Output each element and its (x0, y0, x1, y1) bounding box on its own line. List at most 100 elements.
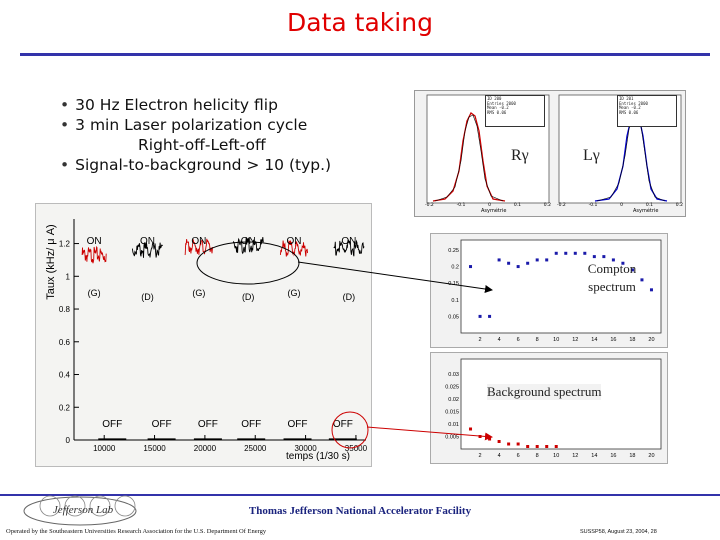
x-tick-label: 16 (610, 453, 616, 459)
jlab-logo-graphic (23, 495, 137, 526)
right-stats-box: ID 201 Entries 2000 Mean -0.2 RMS 0.06 (617, 95, 677, 127)
data-point (507, 261, 511, 265)
y-tick-label: 0.03 (448, 372, 459, 378)
x-tick-label: 8 (536, 453, 539, 459)
jlab-logo: Jefferson Lab (20, 494, 140, 528)
off-label: OFF (102, 419, 122, 430)
y-tick-label: 0.02 (448, 397, 459, 403)
left-hist-ticks: -0.2 -0.1 0 0.1 0.2 (425, 203, 551, 208)
bullet-list: • 30 Hz Electron helicity flip • 3 min Las… (60, 95, 380, 175)
compton-label: Compton spectrum (587, 261, 637, 294)
footer-divider (0, 494, 720, 496)
plot-frame (460, 239, 662, 334)
rate-segment (184, 238, 214, 256)
y-tick-label: 0 (66, 436, 71, 445)
x-tick-label: 18 (629, 337, 635, 343)
data-point (497, 440, 501, 443)
background-panel: 2 4 6 8 10 12 14 16 18 20 0.005 0.01 0.015 0.02 0.025 0… (430, 352, 668, 464)
data-point (478, 314, 482, 318)
highlight-ellipse (196, 241, 300, 285)
off-label: OFF (333, 419, 353, 430)
x-tick-label: 20 (648, 453, 654, 459)
data-point (526, 261, 530, 265)
plot-frame (460, 358, 662, 450)
stat-line: RMS 0.06 (487, 109, 507, 115)
right-hist-xlabel: Asymétrie (633, 208, 659, 214)
data-point (640, 278, 644, 282)
tick-label: -0.1 (456, 203, 466, 208)
off-label: OFF (241, 419, 261, 430)
stat-line: ID 201 (619, 96, 634, 101)
tick-label: 0.2 (675, 203, 683, 208)
rate-segment (131, 242, 163, 258)
on-label: ON (287, 236, 302, 247)
data-point (545, 445, 549, 448)
off-highlight-circle (331, 411, 369, 449)
polarization-label: (G) (192, 288, 205, 298)
tick-label: 0 (620, 203, 624, 208)
rate-segment (81, 245, 107, 264)
x-tick-label: 12 (572, 453, 578, 459)
y-tick-label: 1 (66, 272, 71, 281)
slide-title: Data taking (287, 8, 433, 37)
data-point (564, 251, 568, 255)
data-point (516, 442, 520, 446)
x-tick-label: 14 (591, 337, 597, 343)
data-point (526, 445, 530, 448)
bullet-text: Signal-to-background > 10 (typ.) (75, 156, 332, 174)
data-point (573, 251, 577, 255)
y-tick-label: 0.005 (445, 435, 459, 441)
data-point (469, 427, 473, 431)
stat-line: Entries 2000 (619, 100, 648, 106)
x-tick-label: 10 (553, 337, 559, 343)
rate-chart-panel: 0 0.2 0.4 0.6 0.8 1 1.2 10000 15000 20000 25000 300… (35, 203, 372, 467)
tick-label: 0 (488, 203, 492, 208)
y-tick-label: 0.05 (448, 314, 459, 320)
x-tick-label: 18 (629, 453, 635, 459)
data-point (507, 442, 511, 446)
x-tick-label: 20000 (194, 444, 217, 453)
x-tick-label: 10 (553, 453, 559, 459)
x-tick-label: 25000 (244, 444, 267, 453)
y-tick-label: 0.6 (59, 338, 71, 347)
stat-line: Entries 2000 (487, 100, 516, 106)
y-tick-label: 0.2 (451, 265, 459, 271)
right-hist-ticks: -0.2 -0.1 0 0.1 0.2 (557, 203, 683, 208)
y-tick-label: 1.2 (59, 240, 71, 249)
data-point (649, 288, 653, 292)
y-tick-label: 0.25 (448, 248, 459, 254)
polarization-label: (G) (288, 288, 301, 298)
rate-segment (333, 239, 365, 257)
data-point (592, 255, 596, 259)
x-tick-label: 12 (572, 337, 578, 343)
data-point (554, 445, 558, 448)
background-chart: 2 4 6 8 10 12 14 16 18 20 0.005 0.01 0.015 0.02 0.025 0… (445, 358, 662, 459)
y-tick-label: 0.15 (448, 281, 459, 287)
x-tick-label: 4 (498, 453, 501, 459)
x-tick-label: 6 (517, 337, 520, 343)
polarization-label: (D) (242, 292, 255, 302)
x-tick-label: 35000 (345, 444, 368, 453)
x-tick-label: 4 (498, 337, 501, 343)
y-tick-label: 0.025 (445, 385, 459, 391)
data-point (488, 437, 492, 441)
data-point (611, 258, 615, 262)
bullet-item: • 3 min Laser polarization cycle (60, 116, 308, 134)
y-tick-label: 0.1 (451, 298, 459, 304)
on-label: ON (87, 236, 102, 247)
data-point (516, 265, 520, 269)
logo-text: Jefferson Lab (52, 504, 114, 516)
tick-label: 0.2 (543, 203, 551, 208)
y-tick-label: 0.01 (448, 422, 459, 428)
y-tick-label: 0.8 (59, 305, 71, 314)
x-tick-label: 6 (517, 453, 520, 459)
x-tick-label: 15000 (143, 444, 166, 453)
rate-ylabel: Taux (kHz/ μ A) (45, 224, 57, 300)
stat-line: RMS 0.06 (619, 109, 639, 115)
data-point (545, 258, 549, 262)
on-label: ON (241, 236, 256, 247)
data-point (630, 268, 634, 272)
y-tick-label: 0.4 (59, 371, 71, 380)
stat-line: ID 200 (487, 96, 502, 101)
data-point (602, 255, 606, 259)
